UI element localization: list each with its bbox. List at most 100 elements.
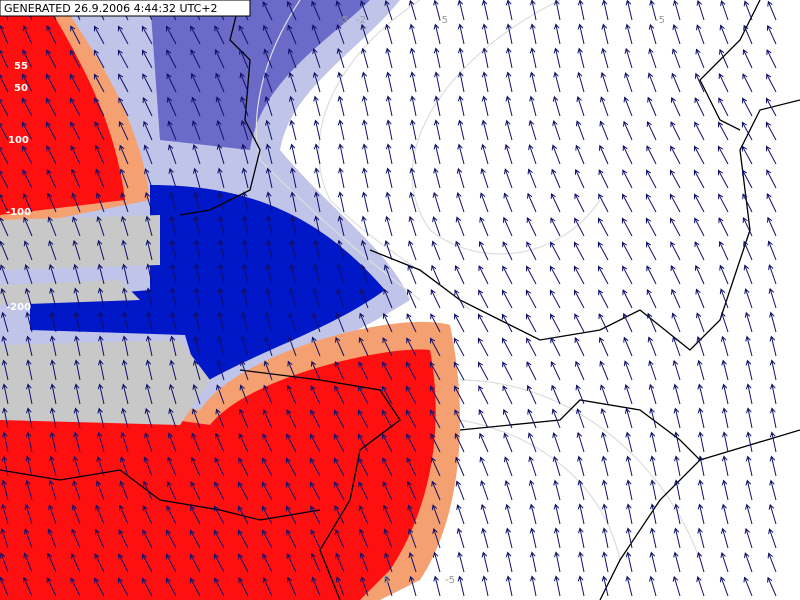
wind-arrow bbox=[191, 120, 201, 141]
wind-arrow bbox=[601, 0, 609, 21]
wind-arrow bbox=[118, 73, 129, 93]
border bbox=[699, 429, 800, 461]
wind-arrow bbox=[169, 311, 177, 333]
wind-arrow bbox=[288, 311, 297, 333]
wind-arrow bbox=[312, 287, 321, 309]
wind-arrow bbox=[69, 73, 81, 93]
wind-arrow bbox=[383, 264, 393, 285]
wind-arrow bbox=[481, 95, 489, 117]
wind-arrow bbox=[47, 216, 57, 237]
wind-arrow bbox=[382, 337, 393, 357]
wind-arrow bbox=[240, 119, 249, 141]
wind-arrow bbox=[722, 455, 729, 477]
wind-arrow bbox=[22, 169, 33, 189]
wind-arrow bbox=[2, 407, 9, 429]
wind-arrow bbox=[237, 529, 249, 549]
wind-arrow bbox=[647, 72, 657, 93]
wind-arrow bbox=[285, 457, 297, 477]
wind-arrow bbox=[337, 71, 345, 93]
wind-arrow bbox=[169, 239, 177, 261]
wind-arrow bbox=[22, 192, 33, 213]
wind-arrow bbox=[647, 312, 657, 333]
wind-arrow bbox=[192, 143, 201, 165]
wind-arrow bbox=[674, 455, 681, 477]
wind-arrow bbox=[262, 457, 273, 477]
wind-arrow bbox=[334, 361, 345, 381]
wind-arrow bbox=[480, 143, 489, 165]
wind-arrow bbox=[721, 383, 729, 405]
wind-arrow bbox=[289, 215, 297, 237]
wind-arrow bbox=[142, 505, 153, 525]
wind-arrow bbox=[213, 505, 225, 525]
wind-arrow bbox=[335, 552, 345, 573]
wind-arrow bbox=[454, 432, 465, 453]
wind-arrow bbox=[190, 505, 201, 525]
wind-arrow bbox=[121, 263, 129, 285]
wind-arrow bbox=[288, 71, 297, 93]
wind-arrow bbox=[71, 528, 81, 549]
wind-arrow bbox=[770, 407, 777, 429]
wind-arrow bbox=[456, 504, 465, 525]
wind-arrow bbox=[0, 264, 9, 285]
wind-arrow bbox=[408, 215, 417, 237]
wind-arrow bbox=[309, 457, 321, 477]
wind-arrow bbox=[264, 336, 273, 357]
wind-arrow bbox=[338, 143, 345, 165]
wind-arrow bbox=[170, 287, 177, 309]
wind-arrow bbox=[623, 336, 633, 357]
wind-arrow bbox=[433, 167, 441, 189]
wind-arrow bbox=[742, 73, 753, 93]
wind-arrow bbox=[718, 240, 729, 261]
wind-arrow bbox=[551, 144, 561, 165]
wind-arrow bbox=[745, 383, 753, 405]
wind-arrow bbox=[456, 527, 465, 549]
wind-arrow bbox=[454, 409, 465, 429]
wind-arrow bbox=[166, 49, 177, 69]
wind-arrow bbox=[191, 96, 201, 117]
wind-arrow bbox=[96, 239, 105, 261]
wind-arrow bbox=[194, 263, 201, 285]
wind-arrow bbox=[405, 385, 417, 405]
wind-arrow bbox=[144, 432, 153, 453]
wind-arrow bbox=[672, 0, 681, 21]
wind-arrow bbox=[623, 360, 633, 381]
wind-arrow bbox=[410, 95, 417, 117]
wind-arrow bbox=[0, 311, 9, 333]
wind-arrow bbox=[237, 505, 249, 525]
wind-arrow bbox=[693, 145, 705, 165]
wind-arrow bbox=[360, 23, 369, 45]
wind-arrow bbox=[601, 575, 609, 597]
wind-arrow bbox=[502, 241, 513, 261]
wind-arrow bbox=[745, 455, 753, 477]
wind-arrow bbox=[429, 385, 441, 405]
wind-arrow bbox=[552, 95, 561, 117]
wind-arrow bbox=[93, 49, 105, 69]
wind-arrow bbox=[218, 239, 225, 261]
wind-arrow bbox=[337, 215, 345, 237]
wind-arrow bbox=[25, 311, 33, 333]
wind-arrow bbox=[336, 24, 345, 45]
wind-arrow bbox=[478, 240, 489, 261]
wind-arrow bbox=[193, 239, 201, 261]
wind-arrow bbox=[218, 263, 225, 285]
wind-arrow bbox=[165, 577, 177, 597]
wind-arrow bbox=[480, 503, 489, 525]
wind-arrow bbox=[311, 24, 321, 45]
wind-arrow bbox=[382, 312, 393, 333]
wind-arrow bbox=[261, 505, 273, 525]
contour-label: 55 bbox=[14, 61, 28, 72]
wind-arrow bbox=[577, 455, 585, 477]
wind-arrow bbox=[744, 288, 753, 309]
wind-arrow bbox=[96, 215, 105, 237]
wind-arrow bbox=[95, 504, 105, 525]
wind-arrow bbox=[671, 312, 681, 333]
wind-arrow bbox=[575, 144, 585, 165]
wind-arrow bbox=[190, 481, 201, 501]
wind-arrow bbox=[0, 576, 9, 597]
wind-arrow bbox=[360, 264, 369, 285]
wind-arrow bbox=[141, 577, 153, 597]
wind-arrow bbox=[360, 576, 369, 597]
wind-arrow bbox=[697, 359, 705, 381]
wind-arrow bbox=[215, 96, 225, 117]
wind-arrow bbox=[769, 479, 777, 501]
